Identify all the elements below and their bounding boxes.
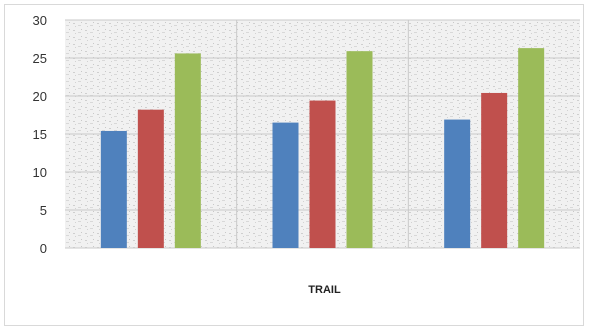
y-tick-label: 30 (33, 13, 47, 28)
bar-series-1-group-1 (100, 130, 127, 248)
bar-series-2-group-2 (309, 100, 336, 248)
y-axis-tick-labels: 0 5 10 15 20 25 30 (33, 13, 47, 256)
y-tick-label: 15 (33, 127, 47, 142)
bar-series-2-group-3 (481, 92, 508, 249)
bar-series-3-group-1 (174, 53, 201, 248)
bars (100, 48, 545, 249)
y-tick-label: 0 (40, 241, 47, 256)
bar-series-1-group-3 (444, 119, 471, 248)
bar-series-2-group-1 (137, 109, 164, 249)
y-tick-label: 5 (40, 203, 47, 218)
bar-series-3-group-2 (346, 51, 373, 248)
x-axis-label: TRAIL (308, 284, 341, 296)
bar-series-3-group-3 (518, 48, 545, 249)
y-tick-label: 20 (33, 89, 47, 104)
y-tick-label: 25 (33, 51, 47, 66)
bar-series-1-group-2 (272, 122, 299, 248)
y-tick-label: 10 (33, 165, 47, 180)
